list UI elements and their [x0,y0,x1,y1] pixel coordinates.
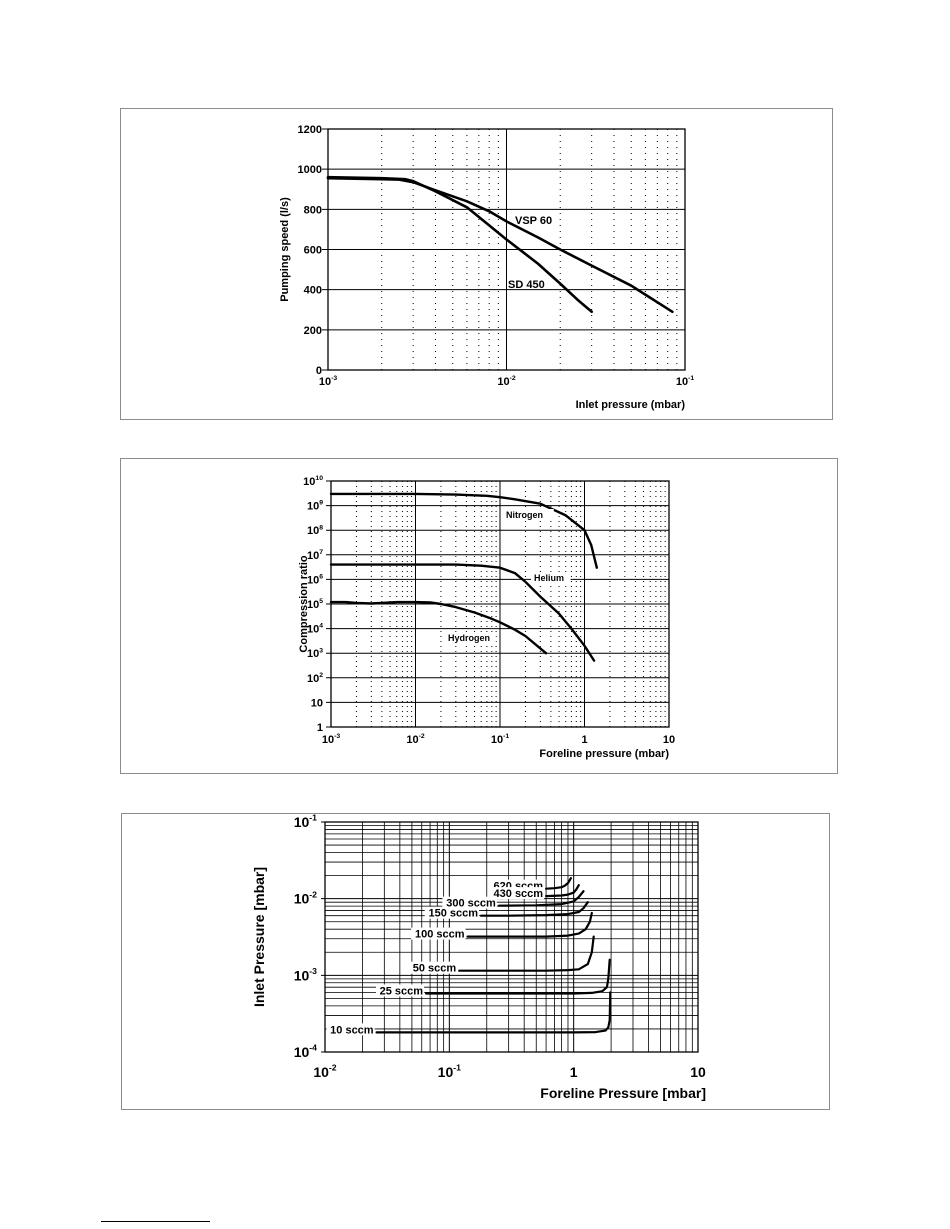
series-label-10-sccm: 10 sccm [330,1024,374,1036]
x-axis-title: Inlet pressure (mbar) [576,399,686,411]
helium-series-line [329,563,596,662]
series-label-100-sccm: 100 sccm [415,929,465,941]
x-tick-label: 10-3 [319,375,338,388]
pumping-speed-chart-panel: 0 200 400 600 800 1000 1200 10-3 10-2 10-1 Inlet p… [120,108,833,420]
series-label-bg [445,632,496,644]
x-tick-label: 10-1 [676,375,695,388]
y-tick-label: 200 [304,325,322,337]
series-line-10-sccm [375,991,612,1034]
nitrogen-series-line [329,492,598,569]
y-tick-label: 10-3 [294,966,317,983]
hydrogen-series-line [329,600,548,655]
y-tick-label: 10-4 [294,1043,317,1060]
y-tick-label: 103 [307,647,323,660]
sd450-series-line [326,175,594,314]
series-label-bg [411,927,466,940]
hydrogen-series-label: Hydrogen [448,633,490,643]
series-label-bg [326,1023,375,1036]
helium-series-label: Helium [534,573,564,583]
y-tick-label: 102 [307,672,323,685]
x-tick-label: 10-2 [406,733,425,746]
series-label-bg [531,572,571,584]
series-line-150-sccm [480,901,589,917]
series-label-bg [503,509,554,521]
y-axis-title: Pumping speed (l/s) [279,197,291,302]
x-tick-label: 1 [581,734,587,746]
series-line-620-sccm [545,877,572,890]
series-label-bg [409,961,458,974]
y-axis-title: Inlet Pressure [mbar] [251,867,267,1007]
x-tick-label: 10-2 [313,1063,336,1080]
x-tick-label: 1 [570,1064,578,1080]
y-tick-label: 800 [304,204,322,216]
plot-frame [327,128,686,371]
y-tick-label: 10-1 [294,813,317,830]
series-line-25-sccm [425,958,611,995]
pumping-speed-chart: 0 200 400 600 800 1000 1200 10-3 10-2 10-1 Inlet p… [279,124,695,411]
compression-ratio-chart-panel: 1 10 102 103 104 105 106 107 108 109 1010 10-3 10-2 1… [120,458,838,774]
y-tick-label: 1 [317,722,323,734]
x-tick-label: 10-2 [497,375,516,388]
y-tick-label: 1010 [303,475,323,488]
y-tick-label: 10 [311,697,323,709]
x-axis-title: Foreline Pressure [mbar] [540,1085,706,1101]
nitrogen-series-label: Nitrogen [506,510,543,520]
y-tick-label: 1000 [298,164,322,176]
series-label-430-sccm: 430 sccm [494,888,544,900]
x-tick-label: 10-1 [438,1063,461,1080]
series-label-bg [375,984,425,997]
x-tick-label: 10 [663,734,675,746]
x-tick-label: 10-3 [322,733,341,746]
y-tick-label: 10-2 [294,889,317,906]
vsp60-series-label: VSP 60 [515,215,552,227]
series-line-430-sccm [545,884,580,898]
y-tick-label: 1200 [298,124,322,136]
series-line-100-sccm [466,911,593,938]
y-tick-label: 107 [307,549,323,562]
x-axis-title: Foreline pressure (mbar) [539,748,669,760]
plot-frame [330,480,670,728]
vsp60-series-line [326,176,674,314]
compression-ratio-chart: 1 10 102 103 104 105 106 107 108 109 1010 10-3 10-2 1… [298,475,675,760]
x-tick-label: 10-1 [491,733,510,746]
y-tick-label: 0 [316,365,322,377]
footnote-rule [101,1221,210,1222]
y-tick-label: 105 [307,598,323,611]
series-label-150-sccm: 150 sccm [429,908,479,920]
y-axis-title: Compression ratio [298,555,310,652]
series-label-bg [442,896,497,909]
y-tick-label: 108 [307,524,323,537]
sd450-series-label: SD 450 [508,279,545,291]
series-label-bg [424,906,480,919]
series-label-25-sccm: 25 sccm [380,985,424,997]
series-line-300-sccm [497,890,585,907]
plot-frame [324,821,699,1053]
x-tick-label: 10 [690,1064,706,1080]
inlet-vs-foreline-chart-panel: 10-4 10-3 10-2 10-1 10-2 10-1 1 10 Foreline Pres… [121,813,830,1110]
y-tick-label: 106 [307,573,323,586]
y-tick-label: 600 [304,245,322,257]
inlet-vs-foreline-chart: 10-4 10-3 10-2 10-1 10-2 10-1 1 10 Foreline Pres… [251,813,706,1101]
series-line-50-sccm [458,935,595,972]
y-tick-label: 104 [307,623,323,636]
series-label-50-sccm: 50 sccm [413,963,457,975]
y-tick-label: 400 [304,285,322,297]
y-tick-label: 109 [307,500,323,513]
series-label-bg [489,887,545,900]
